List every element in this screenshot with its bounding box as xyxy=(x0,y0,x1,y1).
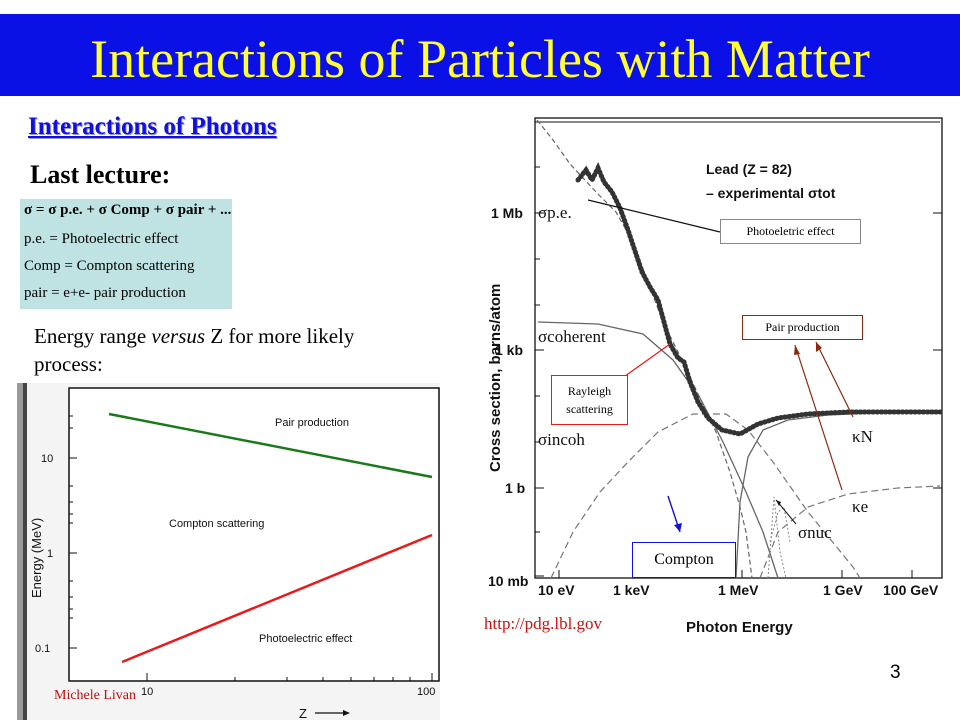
y-tick-1kb: 1 kb xyxy=(495,342,523,358)
label-pair-production: Pair production xyxy=(275,417,349,429)
annotation-compton: Compton xyxy=(632,542,736,578)
x-tick-1kev: 1 keV xyxy=(613,582,650,598)
y-tick-0.1: 0.1 xyxy=(35,643,50,655)
y-tick-1: 1 xyxy=(47,548,53,560)
label-sigma-pe: σp.e. xyxy=(538,203,572,222)
y-tick-10: 10 xyxy=(41,453,53,465)
sigma-coherent-curve xyxy=(537,321,779,579)
legend-entry: – experimental σtot xyxy=(706,185,836,201)
pair-production-line xyxy=(108,412,433,479)
label-sigma-nuc: σnuc xyxy=(798,523,832,542)
last-lecture-heading: Last lecture: xyxy=(30,160,171,189)
x-axis-label: Z xyxy=(299,706,307,720)
x-tick-100: 100 xyxy=(417,686,435,698)
formula-line-4: pair = e+e- pair production xyxy=(24,285,186,301)
annotation-photoelectric: Photoeletric effect xyxy=(720,219,861,244)
y-tick-10mb: 10 mb xyxy=(488,573,528,589)
source-url[interactable]: http://pdg.lbl.gov xyxy=(484,614,603,633)
range-description: Energy range versus Z for more likely pr… xyxy=(34,324,355,376)
legend-title: Lead (Z = 82) xyxy=(706,161,792,177)
formula-line-2: p.e. = Photoelectric effect xyxy=(24,231,179,247)
y-tick-1mb: 1 Mb xyxy=(491,205,523,221)
x-axis-label: Photon Energy xyxy=(686,619,793,636)
annotation-pair-production: Pair production xyxy=(742,315,863,340)
kappa-e-curve xyxy=(759,485,941,579)
label-kappa-n: κN xyxy=(852,427,873,446)
x-tick-10ev: 10 eV xyxy=(538,582,575,598)
y-axis-label: Cross section, barns/atom xyxy=(487,284,504,472)
label-sigma-incoh: σincoh xyxy=(538,430,585,449)
label-kappa-e: κe xyxy=(852,497,868,516)
page-number: 3 xyxy=(890,662,901,683)
label-compton-scattering: Compton scattering xyxy=(169,518,264,530)
label-sigma-coherent: σcoherent xyxy=(538,327,606,346)
x-tick-10: 10 xyxy=(141,686,153,698)
x-tick-1gev: 1 GeV xyxy=(823,582,863,598)
formula-line-1: σ = σ p.e. + σ Comp + σ pair + ... xyxy=(24,202,232,218)
photoelectric-line xyxy=(121,533,433,664)
section-heading[interactable]: Interactions of Photons xyxy=(28,113,277,140)
x-tick-1mev: 1 MeV xyxy=(718,582,759,598)
sigma-incoh-curve xyxy=(550,413,861,579)
title-bar: Interactions of Particles with Matter xyxy=(0,14,960,96)
formula-line-3: Comp = Compton scattering xyxy=(24,258,195,274)
slide-title: Interactions of Particles with Matter xyxy=(90,29,870,89)
energy-vs-z-chart: 10 1 0.1 10 100 Pair production Compton … xyxy=(17,383,440,721)
label-photoelectric-effect: Photoelectric effect xyxy=(259,633,352,645)
credit-label: Michele Livan xyxy=(54,688,137,703)
annotation-rayleigh: Rayleigh scattering xyxy=(551,375,628,425)
formula-box: σ = σ p.e. + σ Comp + σ pair + ... p.e. … xyxy=(20,199,232,309)
sigma-nuc-curve xyxy=(767,496,791,579)
x-tick-100gev: 100 GeV xyxy=(883,582,939,598)
y-axis-label: Energy (MeV) xyxy=(29,518,44,598)
energy-vs-z-svg: 10 1 0.1 10 100 Pair production Compton … xyxy=(17,383,440,721)
y-tick-1b: 1 b xyxy=(505,480,525,496)
